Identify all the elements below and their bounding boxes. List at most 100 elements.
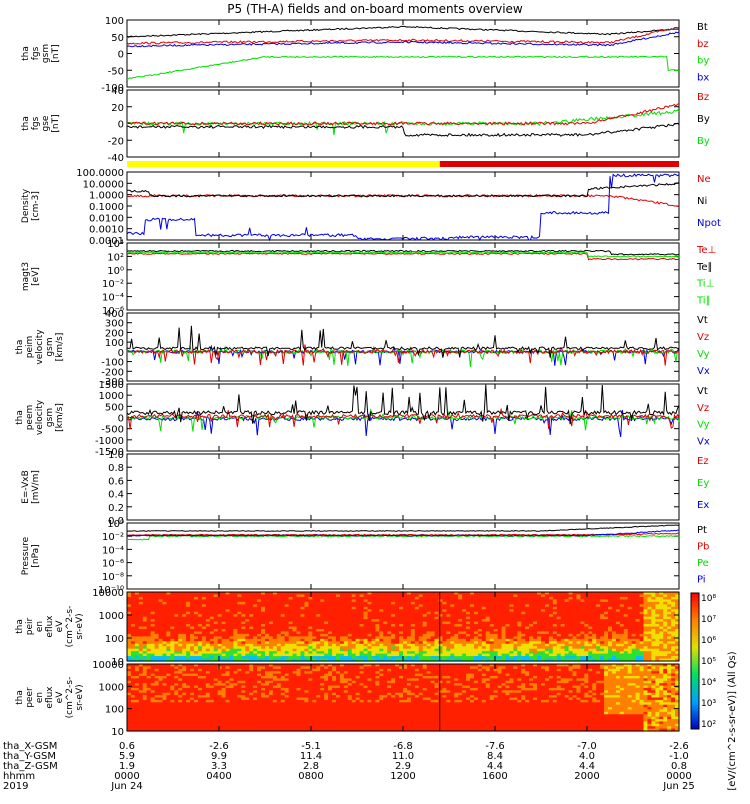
legend-entry: bx [697, 72, 709, 83]
y-axis-label-line: gsm [41, 44, 51, 63]
legend-entry: Bz [697, 92, 709, 103]
legend-entry: Vt [697, 315, 708, 326]
y-tick-label: 10⁰ [107, 266, 124, 277]
legend-entry: Ez [697, 456, 709, 467]
y-axis-label-line: velocity [35, 329, 45, 365]
legend-entry: By [697, 114, 710, 125]
legend-entry: bz [697, 39, 709, 50]
y-axis-label-line: eV [55, 620, 65, 633]
legend-entry: Pt [697, 525, 707, 536]
y-axis-label-line: peem [25, 405, 35, 431]
y-tick-label: 0.8 [108, 463, 124, 474]
y-axis-label-line: gse [41, 115, 51, 131]
y-tick-label: 10000 [92, 588, 124, 599]
legend-entry: Vz [697, 332, 709, 343]
legend-entry: Ne [697, 174, 711, 185]
y-axis-label-line: (cm^2-s- [65, 606, 75, 648]
panel-density: 100.000010.00001.00000.10000.01000.00100… [21, 168, 721, 247]
y-axis-label-line: [km/s] [55, 403, 65, 432]
panel-frame [127, 454, 679, 520]
legend-entry: Vy [697, 349, 710, 360]
y-tick-label: -40 [108, 153, 124, 164]
series-by [127, 56, 679, 79]
y-tick-label: 0.0010 [89, 225, 124, 236]
y-axis-label-line: gsm [45, 408, 55, 427]
y-axis-label-line: [cm-3] [31, 191, 41, 221]
y-axis-label-line: velocity [35, 399, 45, 435]
y-tick-label: 10⁻⁶ [102, 559, 124, 570]
y-tick-label: -500 [101, 425, 124, 436]
y-tick-label: 0.2 [108, 503, 124, 514]
legend-entry: Pb [697, 542, 709, 553]
y-axis-label-line: tha [15, 619, 25, 634]
legend-entry: Te∥ [696, 262, 713, 273]
legend-entry: by [697, 56, 709, 67]
y-tick-label: 1500 [99, 380, 124, 391]
y-axis-label-line: tha [15, 410, 25, 425]
series-Vx [127, 346, 679, 366]
y-axis-label-line: [nT] [51, 114, 61, 132]
y-axis-label: E=-VxB[mV/m] [21, 470, 41, 504]
y-axis-label-line: [nPa] [31, 544, 41, 567]
y-axis-label: magt3[eV] [21, 262, 41, 291]
y-tick-label: 10.0000 [83, 179, 124, 190]
legend-entry: Vt [697, 386, 708, 397]
y-axis-label: thafgsgsm[nT] [21, 44, 61, 63]
legend-entry: Vx [697, 436, 710, 447]
y-tick-label: 10⁻⁴ [102, 293, 124, 304]
y-axis-label-line: tha [15, 340, 25, 355]
panel-frame [127, 172, 679, 240]
y-axis-label-line: en [35, 621, 45, 632]
y-tick-label: 100 [105, 634, 124, 645]
y-tick-label: 10² [107, 252, 124, 263]
legend-entry: By [697, 136, 710, 147]
series-Bt [127, 26, 679, 37]
y-tick-label: 1.0 [108, 450, 124, 461]
y-tick-label: 10⁴ [107, 239, 124, 250]
y-axis-label-line: Pressure [21, 536, 31, 575]
y-tick-label: -20 [108, 136, 124, 147]
panel-frame [127, 20, 679, 87]
legend-entry: Vy [697, 420, 710, 431]
y-axis-label: thapeimvelocitygsm[km/s] [15, 329, 65, 365]
y-axis-label-line: fgs [31, 116, 41, 130]
y-tick-label: 10⁰ [107, 519, 124, 530]
panel-fgs-gse: 40 20 0 -20 -40 thafgsgse[nT] Bz By By [21, 86, 710, 164]
y-axis-label-line: fgs [31, 46, 41, 60]
y-axis-label-line: [km/s] [55, 333, 65, 362]
y-tick-label: 40 [111, 86, 124, 97]
y-tick-label: 0 [118, 414, 124, 425]
status-bar-segment [440, 161, 679, 167]
status-bar-segment [127, 161, 440, 167]
y-axis-label-line: [mV/m] [31, 470, 41, 504]
y-tick-label: 10⁻⁴ [102, 545, 124, 556]
y-tick-label: 500 [105, 402, 124, 413]
y-tick-label: 1.0000 [89, 191, 124, 202]
y-tick-label: 0 [118, 120, 124, 131]
series-bz [127, 27, 679, 44]
series-By [127, 123, 679, 136]
y-axis-label-line: tha [21, 116, 31, 131]
y-axis-label-line: [nT] [51, 44, 61, 62]
y-axis-label-line: peir [25, 617, 35, 635]
plot-title: P5 (TH-A) fields and on-board moments ov… [0, 2, 750, 16]
legend-entry: Vz [697, 403, 709, 414]
series-Ti-perp [127, 252, 679, 257]
y-axis-label-line: Density [21, 188, 31, 223]
y-axis-label: thafgsgse[nT] [21, 114, 61, 132]
y-tick-label: 10⁻² [102, 279, 124, 290]
panel-peer-spec: 10000100010010thapeerenefluxeV(cm^2-s-sr… [15, 660, 680, 738]
legend-entry: Npot [697, 218, 721, 229]
legend-entry: Ti∥ [696, 295, 711, 306]
y-axis-label: Pressure[nPa] [21, 536, 41, 575]
y-axis-label-line: gsm [45, 337, 55, 356]
y-tick-label: 50 [111, 33, 124, 44]
y-axis-label-line: [eV] [31, 267, 41, 286]
y-axis-label: Density[cm-3] [21, 188, 41, 223]
panel-frame [127, 523, 679, 589]
y-tick-label: 0 [118, 50, 124, 61]
legend-entry: Te⊥ [696, 245, 716, 256]
y-tick-label: 20 [111, 103, 124, 114]
